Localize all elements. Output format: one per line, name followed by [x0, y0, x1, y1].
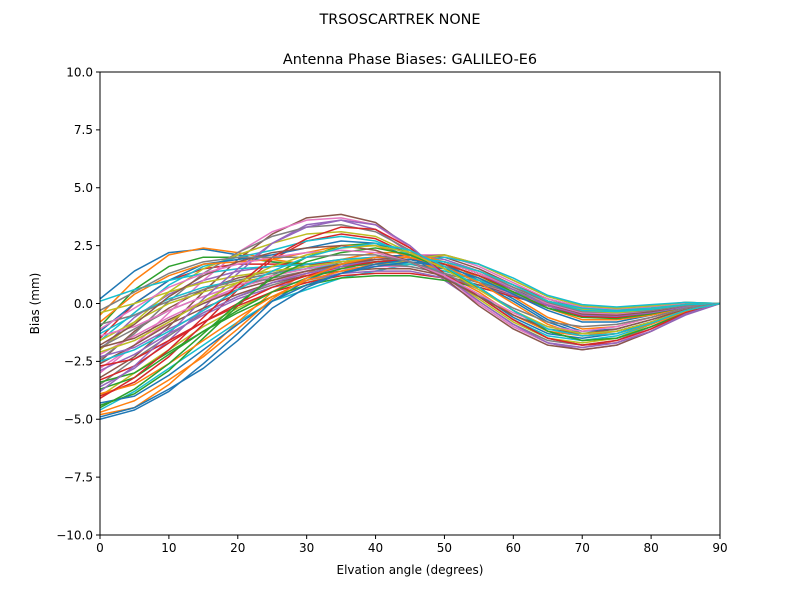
x-tick-label: 90 [712, 541, 727, 555]
y-tick-label: −10.0 [56, 528, 93, 542]
x-tick-label: 20 [230, 541, 245, 555]
y-tick-label: 2.5 [74, 239, 93, 253]
x-tick-label: 50 [437, 541, 452, 555]
series-line-48 [99, 254, 721, 328]
y-axis-label: Bias (mm) [28, 273, 42, 335]
series-line-50 [99, 242, 721, 363]
series-line-45 [99, 219, 721, 393]
series-line-49 [99, 244, 721, 353]
y-tick-label: 0.0 [74, 297, 93, 311]
x-axis-label: Elvation angle (degrees) [337, 563, 484, 577]
y-tick-label: −7.5 [64, 470, 93, 484]
y-tick-label: −5.0 [64, 413, 93, 427]
x-axis: 0 10 20 30 40 50 60 70 80 90 [96, 535, 728, 555]
chart-title: Antenna Phase Biases: GALILEO-E6 [283, 52, 537, 68]
x-tick-label: 10 [161, 541, 176, 555]
series-line-43 [99, 247, 721, 409]
x-tick-label: 80 [643, 541, 658, 555]
y-tick-label: 5.0 [74, 181, 93, 195]
x-tick-label: 60 [506, 541, 521, 555]
series-line-30 [99, 261, 721, 335]
x-tick-label: 70 [575, 541, 590, 555]
y-tick-label: 7.5 [74, 123, 93, 137]
x-tick-label: 30 [299, 541, 314, 555]
x-tick-label: 0 [96, 541, 104, 555]
y-axis: −10.0 −7.5 −5.0 −2.5 0.0 2.5 5.0 7.5 10.0 [56, 65, 100, 542]
chart-suptitle: TRSOSCARTREK NONE [318, 12, 480, 28]
y-tick-label: −2.5 [64, 355, 93, 369]
series-layer [99, 213, 721, 420]
series-line-44 [99, 226, 721, 400]
y-tick-label: 10.0 [66, 65, 93, 79]
x-tick-label: 40 [368, 541, 383, 555]
